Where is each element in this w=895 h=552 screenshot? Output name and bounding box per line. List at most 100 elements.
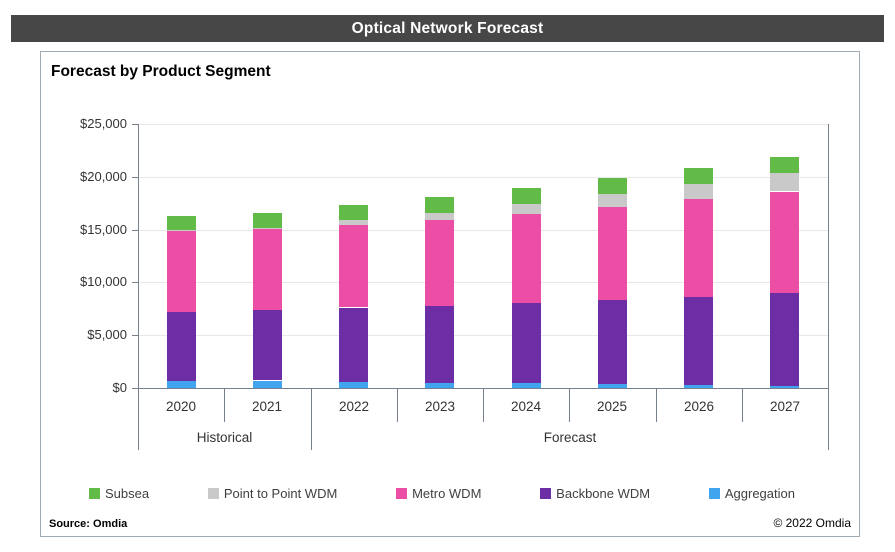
- legend-item-subsea: Subsea: [89, 486, 149, 501]
- bar-segment-metro-wdm: [598, 207, 627, 300]
- y-axis-tick: [132, 177, 138, 178]
- y-axis-tick: [132, 230, 138, 231]
- y-axis-label: $25,000: [80, 116, 127, 131]
- bar-segment-backbone-wdm: [684, 297, 713, 385]
- source-note: Source: Omdia: [49, 518, 128, 530]
- category-separator: [656, 388, 657, 422]
- bar-segment-metro-wdm: [339, 224, 368, 307]
- bar-segment-aggregation: [425, 382, 454, 388]
- bar-segment-point-to-point-wdm: [253, 227, 282, 229]
- bar-segment-aggregation: [253, 381, 282, 388]
- bar-segment-point-to-point-wdm: [684, 184, 713, 199]
- bar-segment-metro-wdm: [770, 192, 799, 293]
- x-axis-label-2025: 2025: [596, 399, 628, 414]
- bar-segment-backbone-wdm: [425, 306, 454, 383]
- legend-item-metro-wdm: Metro WDM: [396, 486, 481, 501]
- legend-item-aggregation: Aggregation: [708, 485, 795, 501]
- bar-segment-backbone-wdm: [512, 303, 541, 383]
- card-footer: Source: Omdia © 2022 Omdia: [49, 516, 851, 530]
- legend-swatch-icon: [89, 487, 100, 499]
- chart-legend: Subsea Point to Point WDM Metro WDM Backbon…: [89, 485, 795, 501]
- y-axis-tick: [132, 124, 138, 125]
- y-axis-tick: [132, 335, 138, 336]
- x-axis-label-2027: 2027: [769, 399, 801, 414]
- x-axis-line: [132, 388, 828, 389]
- category-separator: [483, 388, 484, 422]
- legend-label: Subsea: [105, 485, 150, 501]
- gridline: [138, 282, 828, 283]
- legend-swatch-icon: [708, 487, 720, 499]
- bar-segment-metro-wdm: [425, 220, 454, 306]
- axis-group-label-forecast: Forecast: [543, 430, 597, 445]
- category-separator: [224, 388, 225, 422]
- bar-segment-backbone-wdm: [339, 308, 368, 382]
- bar-segment-backbone-wdm: [253, 310, 282, 380]
- group-separator: [828, 388, 829, 450]
- category-separator: [397, 388, 398, 422]
- report-title: Optical Network Forecast: [351, 19, 544, 37]
- x-axis-label-2020: 2020: [165, 399, 197, 414]
- chart-title: Forecast by Product Segment: [51, 63, 271, 80]
- report-title-bar: Optical Network Forecast: [11, 15, 884, 42]
- y-axis-label: $0: [112, 380, 127, 395]
- x-axis-label-2024: 2024: [510, 399, 542, 414]
- y-axis-label: $15,000: [80, 222, 127, 237]
- bar-segment-point-to-point-wdm: [770, 173, 799, 191]
- y-axis-tick: [132, 388, 138, 389]
- bar-segment-point-to-point-wdm: [598, 194, 627, 207]
- legend-label: Point to Point WDM: [223, 485, 338, 501]
- y-axis-label: $20,000: [80, 169, 127, 184]
- bar-segment-aggregation: [684, 385, 713, 388]
- bar-segment-aggregation: [339, 382, 368, 388]
- legend-swatch-icon: [540, 487, 552, 499]
- stacked-bar-chart: $0 $5,000 $10,000 $15,000 $20,000 $25,000 2020…: [41, 52, 859, 536]
- y-axis-label: $10,000: [80, 274, 127, 289]
- axis-group-label-historical: Historical: [196, 430, 253, 445]
- bar-segment-metro-wdm: [684, 199, 713, 297]
- bar-segment-subsea: [253, 213, 282, 228]
- bar-segment-subsea: [339, 205, 368, 220]
- bar-segment-metro-wdm: [167, 231, 196, 312]
- bar-segment-subsea: [425, 197, 454, 213]
- chart-card: Forecast by Product Segment $0 $5,000 $10,…: [40, 51, 860, 537]
- bar-segment-subsea: [770, 157, 799, 173]
- bar-segment-aggregation: [598, 384, 627, 388]
- y-axis-line: [138, 124, 139, 450]
- x-axis-label-2023: 2023: [424, 399, 456, 414]
- bar-segment-aggregation: [512, 383, 541, 388]
- legend-label: Metro WDM: [412, 485, 482, 501]
- gridline: [138, 177, 828, 178]
- legend-swatch-icon: [207, 487, 219, 499]
- legend-item-backbone-wdm: Backbone WDM: [540, 486, 650, 501]
- category-separator: [742, 388, 743, 422]
- gridline: [138, 230, 828, 231]
- gridline: [138, 335, 828, 336]
- y-axis-tick: [132, 282, 138, 283]
- x-axis-label-2021: 2021: [251, 399, 283, 414]
- bar-segment-subsea: [167, 216, 196, 230]
- copyright-note: © 2022 Omdia: [773, 516, 851, 530]
- legend-label: Aggregation: [724, 485, 795, 501]
- legend-label: Backbone WDM: [556, 485, 651, 501]
- legend-item-point-to-point-wdm: Point to Point WDM: [207, 485, 338, 501]
- y-axis-label: $5,000: [87, 327, 127, 342]
- legend-swatch-icon: [396, 487, 408, 499]
- bar-segment-aggregation: [167, 381, 196, 388]
- category-separator: [569, 388, 570, 422]
- bar-segment-point-to-point-wdm: [512, 204, 541, 214]
- plot-right-border: [828, 124, 829, 450]
- bar-segment-point-to-point-wdm: [339, 220, 368, 225]
- x-axis-label-2022: 2022: [338, 399, 370, 414]
- bar-segment-subsea: [598, 178, 627, 194]
- gridline: [138, 124, 828, 125]
- x-axis-label-2026: 2026: [683, 399, 715, 414]
- bar-segment-point-to-point-wdm: [167, 230, 196, 231]
- group-separator: [311, 388, 312, 450]
- bar-segment-backbone-wdm: [770, 293, 799, 386]
- bar-segment-aggregation: [770, 386, 799, 388]
- bar-segment-subsea: [512, 188, 541, 204]
- bar-segment-metro-wdm: [253, 229, 282, 310]
- bar-segment-point-to-point-wdm: [425, 213, 454, 220]
- bar-segment-metro-wdm: [512, 214, 541, 303]
